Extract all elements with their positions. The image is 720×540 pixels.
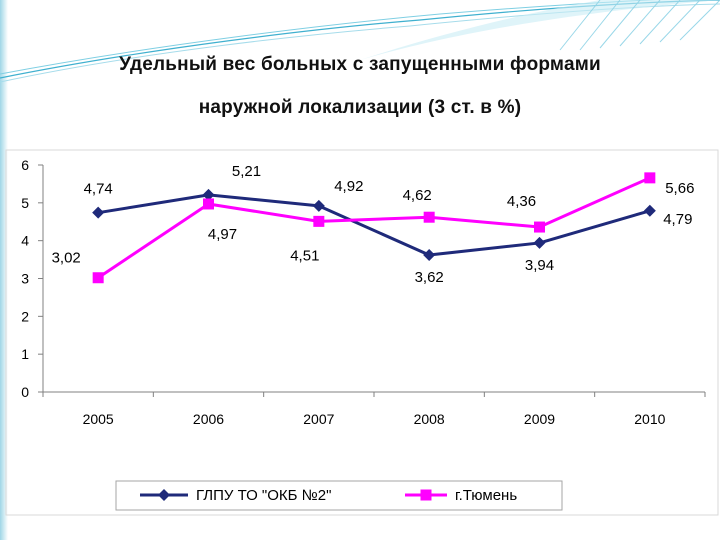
data-label-series-1: 3,94 — [525, 257, 554, 274]
y-tick-label: 1 — [21, 346, 29, 362]
data-label-series-2: 5,66 — [665, 180, 694, 197]
series-line-2 — [97, 176, 651, 279]
data-label-series-2: 3,02 — [52, 250, 81, 267]
x-tick-label: 2009 — [524, 411, 555, 427]
legend-box — [115, 480, 563, 511]
data-label-series-1: 4,92 — [334, 178, 363, 195]
data-point-series-1 — [423, 249, 436, 262]
x-tick-label: 2010 — [634, 411, 665, 427]
chart-title-line-1: Удельный вес больных с запущенными форма… — [119, 54, 601, 75]
x-tick-label: 2007 — [303, 411, 334, 427]
slide-left-border — [0, 0, 8, 540]
data-point-series-2 — [423, 211, 435, 223]
data-label-series-2: 4,51 — [290, 247, 319, 264]
data-point-series-2 — [644, 172, 656, 184]
data-label-series-2: 4,36 — [507, 193, 536, 210]
data-label-series-1: 3,62 — [415, 269, 444, 286]
data-point-series-2 — [313, 215, 325, 227]
chart-area-border — [5, 149, 719, 516]
data-point-series-1 — [312, 199, 325, 212]
y-tick-label: 6 — [21, 157, 29, 173]
data-label-series-1: 5,21 — [232, 163, 261, 180]
x-tick-label: 2006 — [193, 411, 224, 427]
data-label-series-2: 4,62 — [403, 187, 432, 204]
y-tick-label: 4 — [21, 233, 29, 249]
y-tick-label: 0 — [21, 384, 29, 400]
data-point-series-1 — [92, 206, 105, 219]
legend-marker-2 — [420, 489, 432, 501]
data-point-series-1 — [643, 204, 656, 217]
data-point-series-2 — [534, 221, 545, 233]
legend-marker-1 — [158, 489, 170, 501]
legend-label-2: г.Тюмень — [455, 487, 517, 504]
y-tick-label: 3 — [21, 271, 29, 287]
data-label-series-2: 4,97 — [208, 226, 237, 243]
y-tick-label: 5 — [21, 195, 29, 211]
x-tick-label: 2008 — [414, 411, 445, 427]
series-line-1 — [97, 193, 651, 257]
data-point-series-1 — [202, 188, 215, 201]
chart-title-line-2: наружной локализации (3 ст. в %) — [198, 97, 522, 118]
data-point-series-2 — [92, 272, 104, 284]
data-label-series-1: 4,74 — [84, 181, 113, 198]
data-point-series-1 — [533, 236, 546, 249]
legend-label-1: ГЛПУ ТО "ОКБ №2" — [196, 487, 331, 504]
y-tick-label: 2 — [21, 308, 29, 324]
x-tick-label: 2005 — [83, 411, 114, 427]
data-point-series-2 — [203, 198, 214, 210]
data-label-series-1: 4,79 — [663, 211, 692, 228]
